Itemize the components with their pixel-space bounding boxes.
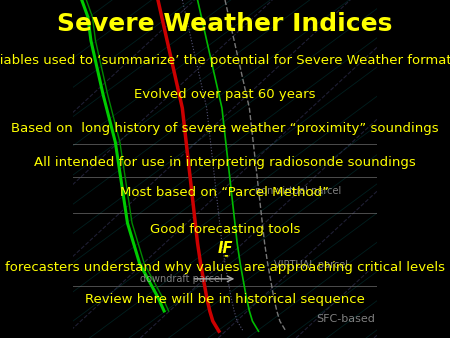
Text: VIRTUAL parcel: VIRTUAL parcel xyxy=(274,260,348,270)
Text: Most based on “Parcel Method”: Most based on “Parcel Method” xyxy=(121,186,329,199)
Text: All intended for use in interpreting radiosonde soundings: All intended for use in interpreting rad… xyxy=(34,156,416,169)
Text: Review here will be in historical sequence: Review here will be in historical sequen… xyxy=(85,293,365,306)
Text: forecasters understand why values are approaching critical levels: forecasters understand why values are ap… xyxy=(5,261,445,273)
Text: Variables used to ‘summarize’ the potential for Severe Weather formation: Variables used to ‘summarize’ the potent… xyxy=(0,54,450,67)
Text: IF: IF xyxy=(217,241,233,256)
Text: Good forecasting tools: Good forecasting tools xyxy=(150,223,300,236)
Text: SFC-based: SFC-based xyxy=(316,314,375,324)
Text: Based on  long history of severe weather “proximity” soundings: Based on long history of severe weather … xyxy=(11,122,439,135)
Text: Evolved over past 60 years: Evolved over past 60 years xyxy=(134,88,316,101)
Text: Severe Weather Indices: Severe Weather Indices xyxy=(57,11,393,36)
Text: downdraft parcel: downdraft parcel xyxy=(140,274,222,284)
Text: non-virtual parcel: non-virtual parcel xyxy=(256,186,342,196)
